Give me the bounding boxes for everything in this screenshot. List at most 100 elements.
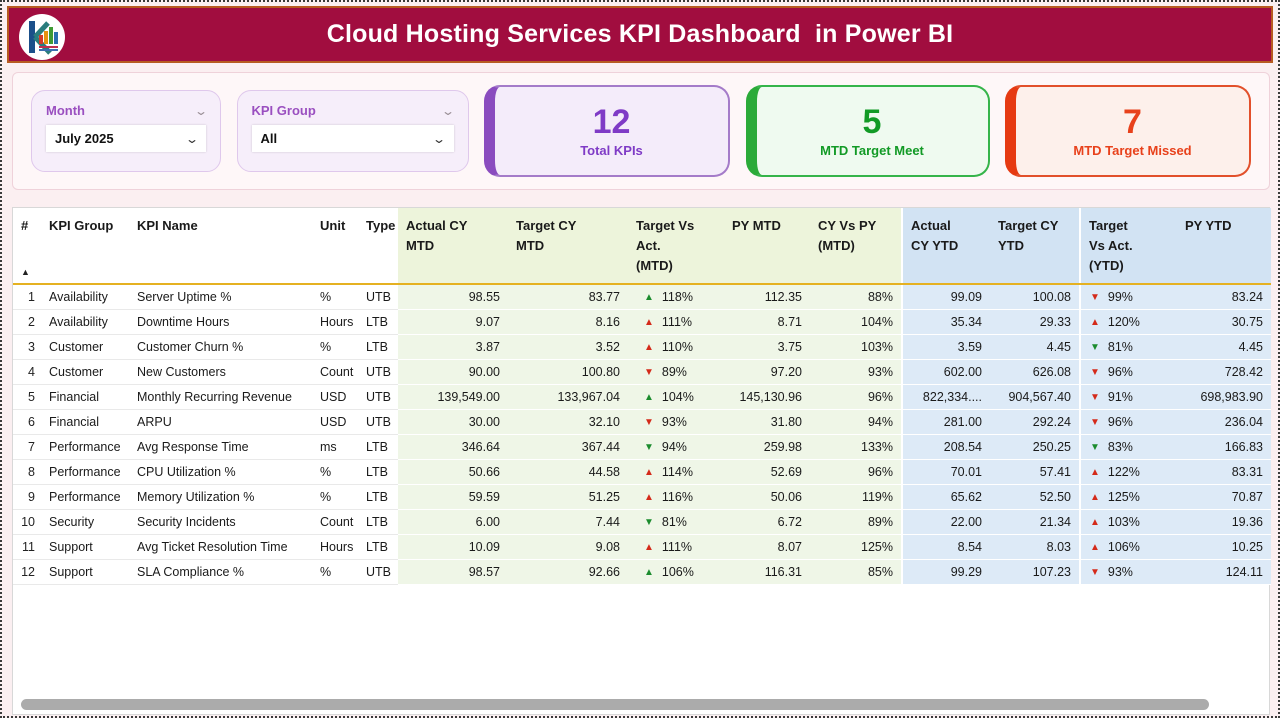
column-header-actual-cy-ytd[interactable]: Actual CY YTD (902, 208, 990, 285)
table-row[interactable]: 9 Performance Memory Utilization % % LTB… (13, 484, 1271, 510)
table-row[interactable]: 5 Financial Monthly Recurring Revenue US… (13, 384, 1271, 410)
table-header-row: # ▲ KPI Group KPI Name Unit Type Actual … (13, 208, 1271, 285)
target-cy-mtd-cell: 83.77 (508, 284, 628, 310)
actual-cy-ytd-cell: 99.09 (902, 284, 990, 310)
unit-cell: % (312, 334, 358, 360)
target-vs-act-mtd-cell: ▲ 118% (628, 284, 724, 310)
table-row[interactable]: 12 Support SLA Compliance % % UTB 98.57 … (13, 559, 1271, 585)
cy-vs-py-mtd-cell: 96% (810, 384, 903, 410)
table-row[interactable]: 11 Support Avg Ticket Resolution Time Ho… (13, 534, 1271, 560)
target-vs-act-ytd-value: 120% (1107, 315, 1140, 329)
trend-arrow-icon: ▼ (644, 417, 654, 428)
column-header-target-cy-mtd[interactable]: Target CY MTD (508, 208, 628, 285)
py-mtd-cell: 97.20 (724, 359, 810, 385)
cy-vs-py-mtd-cell: 94% (810, 409, 903, 435)
actual-cy-mtd-cell: 98.55 (398, 284, 508, 310)
actual-cy-ytd-cell: 3.59 (902, 334, 990, 360)
py-ytd-cell: 166.83 (1177, 434, 1271, 460)
column-header-cy-vs-py-mtd[interactable]: CY Vs PY (MTD) (810, 208, 903, 285)
chevron-down-icon[interactable]: ⌄ (441, 103, 456, 118)
column-header-target-cy-ytd[interactable]: Target CY YTD (990, 208, 1081, 285)
kpi-name-cell: ARPU (129, 409, 312, 435)
actual-cy-mtd-cell: 59.59 (398, 484, 508, 510)
actual-cy-ytd-cell: 35.34 (902, 309, 990, 335)
target-vs-act-mtd-value: 111% (661, 315, 693, 329)
column-header-py-ytd[interactable]: PY YTD (1177, 208, 1271, 285)
kpi-group-dropdown[interactable]: All ⌄ (251, 125, 454, 152)
mtd-target-missed-label: MTD Target Missed (1073, 143, 1192, 158)
page-title: Cloud Hosting Services KPI Dashboard in … (326, 20, 954, 48)
table-row[interactable]: 4 Customer New Customers Count UTB 90.00… (13, 359, 1271, 385)
total-kpis-label: Total KPIs (580, 143, 643, 158)
column-header-type[interactable]: Type (358, 208, 398, 285)
mtd-target-meet-card: 5 MTD Target Meet (745, 85, 990, 177)
cy-vs-py-mtd-cell: 125% (810, 534, 903, 560)
month-dropdown-value: July 2025 (55, 131, 114, 146)
company-logo-icon (19, 14, 65, 60)
column-header-py-mtd[interactable]: PY MTD (724, 208, 810, 285)
target-vs-act-ytd-value: 125% (1107, 490, 1140, 504)
table-row[interactable]: 8 Performance CPU Utilization % % LTB 50… (13, 459, 1271, 485)
actual-cy-mtd-cell: 98.57 (398, 559, 508, 585)
trend-arrow-icon: ▼ (1090, 567, 1100, 578)
actual-cy-ytd-cell: 70.01 (902, 459, 990, 485)
mtd-target-meet-value: 5 (862, 103, 882, 141)
table-row[interactable]: 3 Customer Customer Churn % % LTB 3.87 3… (13, 334, 1271, 360)
target-vs-act-mtd-value: 93% (661, 415, 687, 429)
actual-cy-mtd-cell: 10.09 (398, 534, 508, 560)
target-cy-mtd-cell: 32.10 (508, 409, 628, 435)
actual-cy-ytd-cell: 8.54 (902, 534, 990, 560)
mtd-target-missed-card: 7 MTD Target Missed (1005, 85, 1251, 177)
total-kpis-card: 12 Total KPIs (484, 85, 730, 177)
trend-arrow-icon: ▲ (644, 567, 654, 578)
kpi-group-slicer-label: KPI Group (251, 103, 316, 118)
column-header-target-vs-act-ytd[interactable]: Target Vs Act. (YTD) (1080, 208, 1177, 285)
py-mtd-cell: 6.72 (724, 509, 810, 535)
kpi-table-panel: # ▲ KPI Group KPI Name Unit Type Actual … (12, 207, 1271, 715)
cy-vs-py-mtd-cell: 119% (810, 484, 903, 510)
kpi-group-slicer: KPI Group ⌄ All ⌄ (236, 90, 469, 172)
column-header-kpi-group[interactable]: KPI Group (41, 208, 129, 285)
type-cell: UTB (358, 559, 398, 585)
target-vs-act-mtd-cell: ▲ 111% (628, 534, 724, 560)
trend-arrow-icon: ▼ (644, 517, 654, 528)
table-row[interactable]: 10 Security Security Incidents Count LTB… (13, 509, 1271, 535)
target-vs-act-ytd-cell: ▼ 81% (1080, 334, 1177, 360)
target-vs-act-ytd-value: 103% (1107, 515, 1140, 529)
table-row[interactable]: 6 Financial ARPU USD UTB 30.00 32.10 ▼ 93… (13, 409, 1271, 435)
actual-cy-mtd-cell: 9.07 (398, 309, 508, 335)
actual-cy-ytd-cell: 65.62 (902, 484, 990, 510)
target-cy-ytd-cell: 29.33 (990, 309, 1081, 335)
horizontal-scrollbar[interactable] (21, 699, 1209, 710)
kpi-name-cell: Server Uptime % (129, 284, 312, 310)
kpi-name-cell: New Customers (129, 359, 312, 385)
actual-cy-mtd-cell: 3.87 (398, 334, 508, 360)
actual-cy-mtd-cell: 90.00 (398, 359, 508, 385)
table-row[interactable]: 7 Performance Avg Response Time ms LTB 3… (13, 434, 1271, 460)
month-dropdown[interactable]: July 2025 ⌄ (46, 125, 206, 152)
month-slicer-label: Month (46, 103, 85, 118)
table-row[interactable]: 2 Availability Downtime Hours Hours LTB … (13, 309, 1271, 335)
kpi-name-cell: Memory Utilization % (129, 484, 312, 510)
target-vs-act-mtd-cell: ▼ 93% (628, 409, 724, 435)
column-header-index[interactable]: # ▲ (13, 208, 41, 285)
column-header-target-vs-act-mtd[interactable]: Target Vs Act. (MTD) (628, 208, 724, 285)
trend-arrow-icon: ▲ (1090, 317, 1100, 328)
trend-arrow-icon: ▲ (1090, 492, 1100, 503)
kpi-name-cell: CPU Utilization % (129, 459, 312, 485)
unit-cell: % (312, 484, 358, 510)
py-mtd-cell: 3.75 (724, 334, 810, 360)
column-header-kpi-name[interactable]: KPI Name (129, 208, 312, 285)
py-ytd-cell: 4.45 (1177, 334, 1271, 360)
filter-panel: Month ⌄ July 2025 ⌄ KPI Group ⌄ All ⌄ 12… (12, 72, 1270, 190)
target-vs-act-mtd-value: 106% (661, 565, 694, 579)
table-row[interactable]: 1 Availability Server Uptime % % UTB 98.… (13, 284, 1271, 310)
row-index-cell: 4 (13, 359, 41, 385)
target-cy-ytd-cell: 904,567.40 (990, 384, 1081, 410)
chevron-down-icon[interactable]: ⌄ (193, 103, 209, 118)
column-header-actual-cy-mtd[interactable]: Actual CY MTD (398, 208, 508, 285)
target-vs-act-mtd-value: 89% (661, 365, 687, 379)
target-vs-act-ytd-cell: ▲ 122% (1080, 459, 1177, 485)
py-ytd-cell: 19.36 (1177, 509, 1271, 535)
column-header-unit[interactable]: Unit (312, 208, 358, 285)
